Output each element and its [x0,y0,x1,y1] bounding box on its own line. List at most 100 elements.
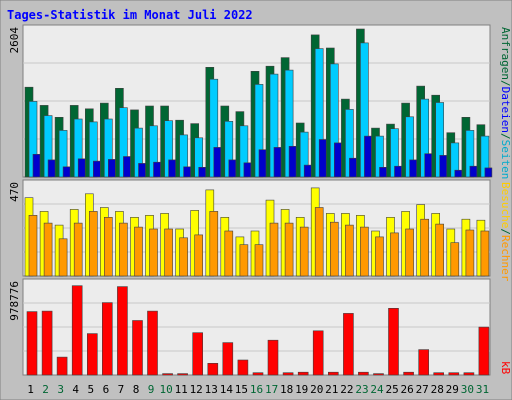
bar-top-seiten-day-7 [123,156,131,178]
x-tick-label: 2 [42,383,49,396]
bar-bottom-kb-day-20 [312,330,324,376]
x-tick-label: 25 [385,383,398,396]
bar-top-seiten-day-27 [424,153,433,178]
legend-entry: Seiten [499,140,512,180]
bar-bottom-kb-day-22 [343,313,354,376]
bar-top-seiten-day-12 [198,167,206,178]
bar-middle-rechner-day-22 [345,224,354,277]
x-tick-label: 27 [416,383,429,396]
bar-middle-rechner-day-12 [194,234,203,277]
bar-middle-rechner-day-31 [480,230,490,277]
bar-middle-rechner-day-7 [119,222,128,277]
legend-entry: / [499,228,512,235]
bar-bottom-kb-day-31 [478,326,490,376]
bar-middle-rechner-day-16 [254,244,264,277]
bar-bottom-kb-day-26 [403,371,414,376]
bar-top-seiten-day-31 [484,167,493,178]
bar-top-seiten-day-22 [349,157,357,178]
bar-middle-rechner-day-25 [390,232,399,277]
bar-top-seiten-day-4 [77,158,86,178]
bar-middle-rechner-day-21 [329,221,339,277]
bar-middle-rechner-day-1 [28,215,38,277]
bar-bottom-kb-day-16 [252,372,264,376]
bar-top-seiten-day-25 [394,165,402,178]
bar-middle-rechner-day-19 [299,226,309,277]
bar-top-seiten-day-28 [439,155,448,178]
legend-entry: / [499,133,512,140]
bar-bottom-kb-day-18 [282,372,294,376]
bar-bottom-kb-day-9 [147,310,158,376]
bar-top-seiten-day-5 [93,160,101,178]
legend-entry: Anfragen [499,27,512,80]
bar-middle-rechner-day-10 [164,228,173,277]
y-max-label-middle: 470 [8,182,21,202]
bar-middle-rechner-day-26 [405,228,414,277]
bar-middle-rechner-day-23 [360,226,369,277]
bar-middle-rechner-day-24 [375,236,384,277]
x-tick-label: 26 [400,383,413,396]
chart-title: Tages-Statistik im Monat Juli 2022 [7,8,253,22]
x-tick-label: 5 [87,383,94,396]
x-tick-label: 16 [250,383,263,396]
bar-top-seiten-day-16 [258,149,267,178]
bar-middle-rechner-day-11 [179,237,188,277]
bar-middle-rechner-day-30 [465,229,475,277]
x-tick-label: 8 [133,383,140,396]
bar-middle-rechner-day-9 [149,228,158,277]
bar-middle-rechner-day-3 [58,238,68,277]
y-max-label-top: 2604 [8,27,21,54]
bar-middle-rechner-day-4 [73,222,83,277]
bar-top-seiten-day-23 [364,135,372,178]
bar-bottom-kb-day-6 [102,302,113,376]
bar-middle-rechner-day-2 [43,222,53,277]
bar-bottom-kb-day-3 [56,356,68,376]
x-tick-label: 7 [118,383,125,396]
x-tick-label: 4 [72,383,79,396]
bar-bottom-kb-day-24 [373,373,384,376]
bar-middle-rechner-day-8 [134,226,143,277]
x-tick-label: 22 [340,383,353,396]
bar-bottom-kb-day-7 [117,286,128,376]
bar-top-seiten-day-20 [318,139,327,178]
bar-bottom-kb-day-27 [418,349,430,376]
bar-bottom-kb-day-21 [327,371,339,376]
x-tick-label: 1 [27,383,34,396]
x-tick-label: 31 [476,383,489,396]
bar-bottom-kb-day-17 [267,339,279,376]
bar-middle-rechner-day-15 [239,244,249,277]
bar-top-seiten-day-21 [333,142,342,178]
legend-entry: Besuche [499,182,512,228]
bar-middle-rechner-day-28 [435,223,445,277]
bar-bottom-kb-day-11 [177,373,188,376]
legend-entry: Dateien [499,87,512,133]
bar-top-seiten-day-8 [138,163,146,178]
bar-top-seiten-day-11 [183,166,191,178]
bar-bottom-kb-day-10 [162,373,173,376]
bar-top-seiten-day-15 [243,162,252,178]
bar-middle-rechner-day-29 [450,242,460,277]
x-tick-label: 28 [431,383,444,396]
bar-bottom-kb-day-23 [358,371,369,376]
legend-middle: Besuche/Rechner [499,182,512,282]
x-tick-label: 20 [310,383,323,396]
x-tick-label: 13 [205,383,218,396]
x-axis-labels: 1 2 3 4 5 6 7 8 9 10 11 12 13 14 15 16 17 18 19 20 21 22 23 24 2… [27,383,489,396]
x-tick-label: 17 [265,383,278,396]
x-tick-label: 24 [370,383,384,396]
x-tick-label: 12 [190,383,203,396]
bar-top-seiten-day-24 [379,167,387,178]
bar-top-seiten-day-3 [62,166,71,178]
legend-entry: kB [499,361,512,375]
bar-top-seiten-day-10 [168,159,176,178]
bar-top-seiten-day-26 [409,159,417,178]
x-tick-label: 6 [103,383,110,396]
bar-middle-rechner-day-14 [224,230,234,277]
legend-top: Anfragen/Dateien/Seiten [499,27,512,179]
bar-bottom-kb-day-5 [87,333,98,376]
bar-bottom-kb-day-12 [192,332,203,376]
bar-top-seiten-day-30 [469,165,478,178]
bar-bottom-kb-day-30 [463,372,475,376]
bar-bottom-kb-day-14 [222,342,234,376]
bar-top-seiten-day-1 [32,154,41,178]
x-tick-label: 18 [280,383,293,396]
